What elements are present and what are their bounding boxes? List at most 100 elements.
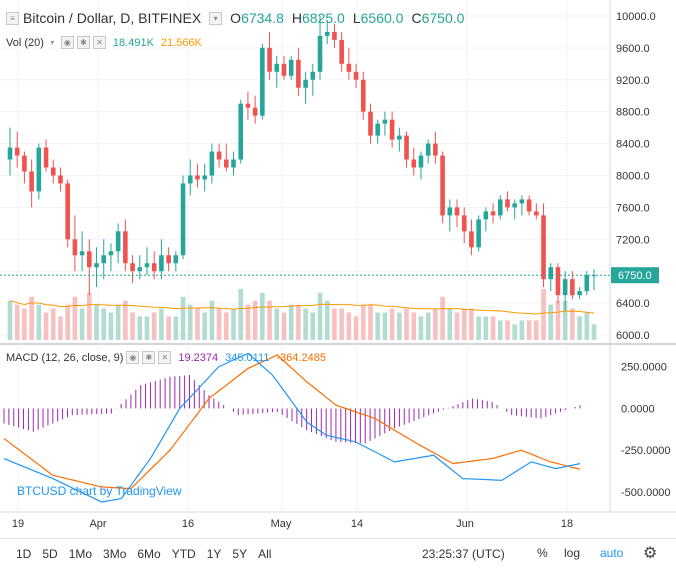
volume-label[interactable]: Vol (20) bbox=[6, 36, 44, 49]
volume-bar bbox=[389, 308, 395, 340]
timeframe-1mo[interactable]: 1Mo bbox=[68, 546, 93, 561]
volume-bar bbox=[317, 292, 323, 340]
price-axis-label: 8000.0 bbox=[616, 170, 650, 182]
gear-icon[interactable]: ✱ bbox=[142, 351, 156, 364]
symbol-title[interactable]: Bitcoin / Dollar, D, BITFINEX bbox=[23, 10, 202, 26]
gear-icon[interactable]: ✱ bbox=[76, 36, 90, 49]
candle-body bbox=[94, 263, 99, 268]
price-axis-label: 6000.0 bbox=[616, 330, 650, 342]
candle-body bbox=[324, 31, 330, 36]
candle-body bbox=[497, 199, 503, 216]
macd-axis-label: -500.0000 bbox=[621, 487, 671, 499]
macd-axis-label: -250.0000 bbox=[621, 445, 671, 457]
macd-label[interactable]: MACD (12, 26, close, 9) bbox=[6, 351, 124, 364]
log-toggle[interactable]: log bbox=[564, 546, 581, 560]
volume-bar bbox=[490, 316, 496, 340]
volume-bar bbox=[281, 312, 287, 340]
volume-bar bbox=[173, 316, 179, 340]
timeframe-ytd[interactable]: YTD bbox=[171, 546, 196, 561]
volume-bar bbox=[288, 304, 294, 340]
time-axis-label: Jun bbox=[456, 518, 474, 530]
candle-body bbox=[173, 255, 179, 264]
volume-bar bbox=[562, 300, 568, 340]
close-icon[interactable]: ✕ bbox=[92, 36, 106, 49]
chevron-down-icon[interactable]: ▾ bbox=[209, 11, 223, 25]
volume-bar bbox=[310, 312, 316, 340]
candle-body bbox=[389, 119, 395, 140]
time-axis-label: 19 bbox=[12, 518, 24, 530]
candle-body bbox=[87, 251, 92, 268]
candle-body bbox=[317, 35, 323, 72]
volume-bar bbox=[65, 304, 70, 340]
low-label: L bbox=[352, 10, 361, 26]
timeframe-5d[interactable]: 5D bbox=[42, 546, 58, 561]
candle-body bbox=[65, 183, 70, 240]
volume-bar bbox=[267, 300, 272, 340]
volume-bar bbox=[159, 308, 164, 340]
candle-body bbox=[425, 143, 431, 156]
candle-body bbox=[570, 279, 575, 296]
candle-body bbox=[447, 207, 453, 216]
close-icon[interactable]: ✕ bbox=[158, 351, 172, 364]
volume-bar bbox=[144, 316, 150, 340]
volume-bar bbox=[130, 312, 135, 340]
volume-bar bbox=[512, 324, 517, 340]
candle-body bbox=[418, 155, 424, 168]
timeframe-1y[interactable]: 1Y bbox=[206, 546, 222, 561]
candle-body bbox=[108, 251, 114, 256]
watermark[interactable]: BTCUSD chart by TradingView bbox=[17, 484, 182, 498]
volume-bar bbox=[209, 300, 215, 340]
volume-bar bbox=[79, 308, 85, 340]
candle-body bbox=[397, 135, 402, 140]
collapse-icon[interactable]: ≡ bbox=[6, 11, 19, 25]
candle-body bbox=[58, 175, 63, 184]
volume-bar bbox=[94, 304, 99, 340]
candle-body bbox=[7, 147, 13, 160]
volume-bar bbox=[87, 292, 92, 340]
candle-body bbox=[469, 231, 474, 248]
candle-body bbox=[296, 59, 301, 88]
volume-bar bbox=[339, 308, 344, 340]
candle-body bbox=[123, 231, 128, 264]
macd-axis-label: 250.0000 bbox=[621, 362, 667, 374]
candle-body bbox=[137, 267, 143, 272]
candle-body bbox=[555, 267, 561, 296]
candle-body bbox=[260, 47, 265, 116]
timeframe-5y[interactable]: 5Y bbox=[232, 546, 248, 561]
timeframe-1d[interactable]: 1D bbox=[16, 546, 32, 561]
volume-bar bbox=[238, 288, 244, 340]
chevron-down-icon[interactable]: ▾ bbox=[50, 38, 55, 47]
utc-clock[interactable]: 23:25:37 (UTC) bbox=[422, 547, 505, 561]
timeframe-6mo[interactable]: 6Mo bbox=[137, 546, 161, 561]
volume-bar bbox=[497, 320, 503, 340]
close-value: 6750.0 bbox=[421, 10, 465, 26]
candle-body bbox=[101, 255, 107, 264]
macd-pane[interactable] bbox=[0, 345, 610, 512]
time-axis-label: Apr bbox=[89, 518, 106, 530]
candle-body bbox=[353, 71, 359, 80]
price-pane[interactable] bbox=[0, 0, 610, 343]
chart-area[interactable]: 10000.0 9600.0 9200.0 8800.0 8400.0 8000.0 760… bbox=[0, 0, 676, 538]
eye-icon[interactable]: ◉ bbox=[126, 351, 140, 364]
bottom-toolbar: 1D 5D 1Mo 3Mo 6Mo YTD 1Y 5Y All 23:25:37… bbox=[0, 538, 676, 568]
volume-bar bbox=[570, 308, 575, 340]
volume-bar bbox=[360, 304, 366, 340]
price-axis-label: 9200.0 bbox=[616, 75, 650, 87]
volume-bar bbox=[433, 308, 438, 340]
candle-body bbox=[14, 147, 20, 156]
price-axis-label: 10000.0 bbox=[616, 11, 656, 23]
timeframe-all[interactable]: All bbox=[258, 546, 272, 561]
open-value: 6734.8 bbox=[241, 10, 284, 26]
timeframe-3mo[interactable]: 3Mo bbox=[103, 546, 127, 561]
auto-toggle[interactable]: auto bbox=[600, 546, 624, 560]
percent-toggle[interactable]: % bbox=[537, 546, 548, 560]
volume-bar bbox=[115, 304, 121, 340]
candle-body bbox=[180, 183, 186, 256]
volume-bar bbox=[591, 324, 597, 340]
candle-body bbox=[577, 291, 582, 296]
gear-icon[interactable]: ⚙ bbox=[643, 545, 658, 562]
eye-icon[interactable]: ◉ bbox=[60, 36, 74, 49]
candle-body bbox=[584, 275, 590, 292]
candle-body bbox=[144, 263, 150, 268]
candle-body bbox=[534, 211, 539, 216]
